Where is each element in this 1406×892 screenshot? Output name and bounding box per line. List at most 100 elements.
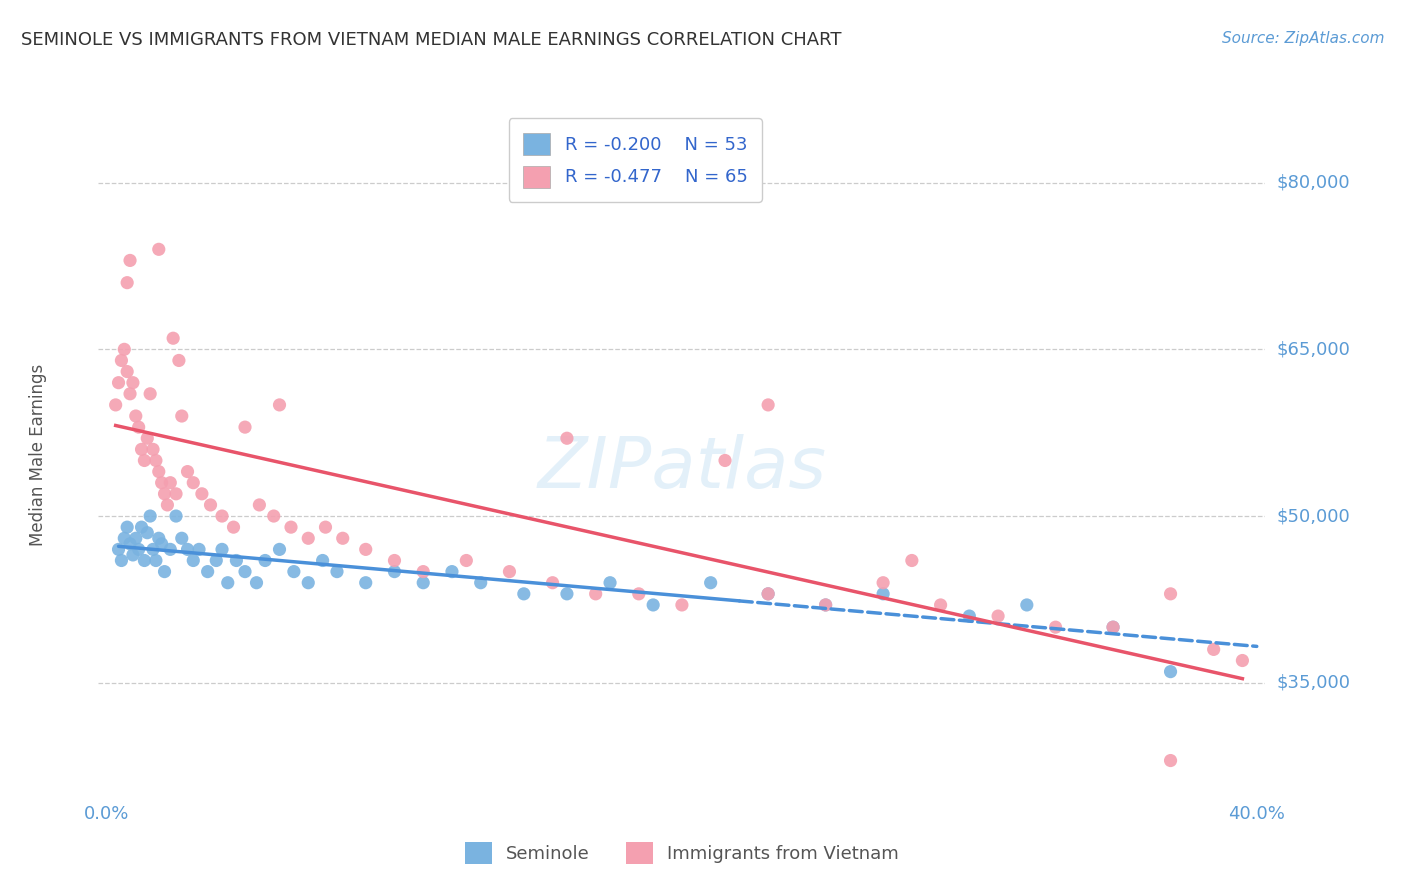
Point [159, 475, 181, 490]
Point [176, 542, 198, 557]
Point [269, 542, 291, 557]
Point [297, 531, 319, 545]
Point [148, 243, 170, 257]
Text: ZIPatlas: ZIPatlas [537, 434, 827, 503]
Point [254, 553, 277, 567]
Point [153, 487, 176, 501]
Point [134, 553, 156, 567]
Point [901, 553, 924, 567]
Point [354, 575, 377, 590]
Point [181, 475, 204, 490]
Point [384, 565, 406, 579]
Point [165, 487, 187, 501]
Point [145, 453, 167, 467]
Point [756, 587, 779, 601]
Point [233, 565, 256, 579]
Point [585, 587, 607, 601]
Point [134, 453, 156, 467]
Point [110, 353, 132, 368]
Point [167, 353, 190, 368]
Point [280, 520, 302, 534]
Point [643, 598, 665, 612]
Point [555, 587, 578, 601]
Point [987, 609, 1010, 624]
Point [872, 587, 894, 601]
Point [156, 498, 179, 512]
Point [200, 498, 222, 512]
Point [153, 565, 176, 579]
Text: Source: ZipAtlas.com: Source: ZipAtlas.com [1222, 31, 1385, 46]
Point [159, 542, 181, 557]
Point [225, 553, 247, 567]
Point [211, 509, 233, 524]
Point [263, 509, 285, 524]
Point [440, 565, 463, 579]
Point [233, 420, 256, 434]
Point [456, 553, 478, 567]
Point [247, 498, 270, 512]
Point [555, 431, 578, 445]
Point [699, 575, 721, 590]
Point [112, 343, 135, 357]
Legend: Seminole, Immigrants from Vietnam: Seminole, Immigrants from Vietnam [456, 833, 908, 873]
Point [929, 598, 952, 612]
Point [412, 575, 434, 590]
Point [297, 575, 319, 590]
Point [756, 587, 779, 601]
Point [118, 253, 141, 268]
Point [170, 409, 193, 423]
Point [541, 575, 564, 590]
Text: $65,000: $65,000 [1277, 341, 1350, 359]
Point [1202, 642, 1225, 657]
Point [814, 598, 837, 612]
Point [122, 548, 145, 562]
Point [112, 531, 135, 545]
Point [245, 575, 267, 590]
Point [957, 609, 980, 624]
Point [1232, 653, 1254, 667]
Point [162, 331, 184, 345]
Point [165, 509, 187, 524]
Point [145, 553, 167, 567]
Point [211, 542, 233, 557]
Point [136, 431, 159, 445]
Text: $80,000: $80,000 [1277, 174, 1350, 192]
Point [872, 575, 894, 590]
Point [176, 465, 198, 479]
Point [1102, 620, 1125, 634]
Point [1015, 598, 1038, 612]
Point [671, 598, 693, 612]
Point [150, 537, 173, 551]
Point [118, 386, 141, 401]
Point [122, 376, 145, 390]
Point [188, 542, 211, 557]
Point [1160, 754, 1182, 768]
Point [1045, 620, 1067, 634]
Point [115, 365, 138, 379]
Point [142, 542, 165, 557]
Point [125, 409, 148, 423]
Point [756, 398, 779, 412]
Point [627, 587, 650, 601]
Point [115, 520, 138, 534]
Point [1160, 587, 1182, 601]
Point [125, 531, 148, 545]
Point [128, 420, 150, 434]
Point [118, 537, 141, 551]
Point [150, 475, 173, 490]
Point [148, 531, 170, 545]
Point [283, 565, 305, 579]
Point [131, 442, 153, 457]
Text: SEMINOLE VS IMMIGRANTS FROM VIETNAM MEDIAN MALE EARNINGS CORRELATION CHART: SEMINOLE VS IMMIGRANTS FROM VIETNAM MEDI… [21, 31, 842, 49]
Point [107, 542, 129, 557]
Point [148, 465, 170, 479]
Point [269, 398, 291, 412]
Point [315, 520, 337, 534]
Point [139, 509, 162, 524]
Point [326, 565, 349, 579]
Point [1102, 620, 1125, 634]
Point [170, 531, 193, 545]
Point [217, 575, 239, 590]
Point [181, 553, 204, 567]
Text: $35,000: $35,000 [1277, 673, 1351, 691]
